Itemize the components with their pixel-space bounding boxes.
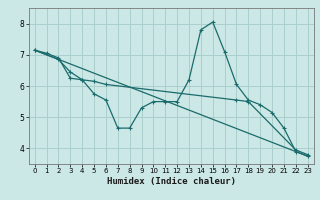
X-axis label: Humidex (Indice chaleur): Humidex (Indice chaleur) <box>107 177 236 186</box>
